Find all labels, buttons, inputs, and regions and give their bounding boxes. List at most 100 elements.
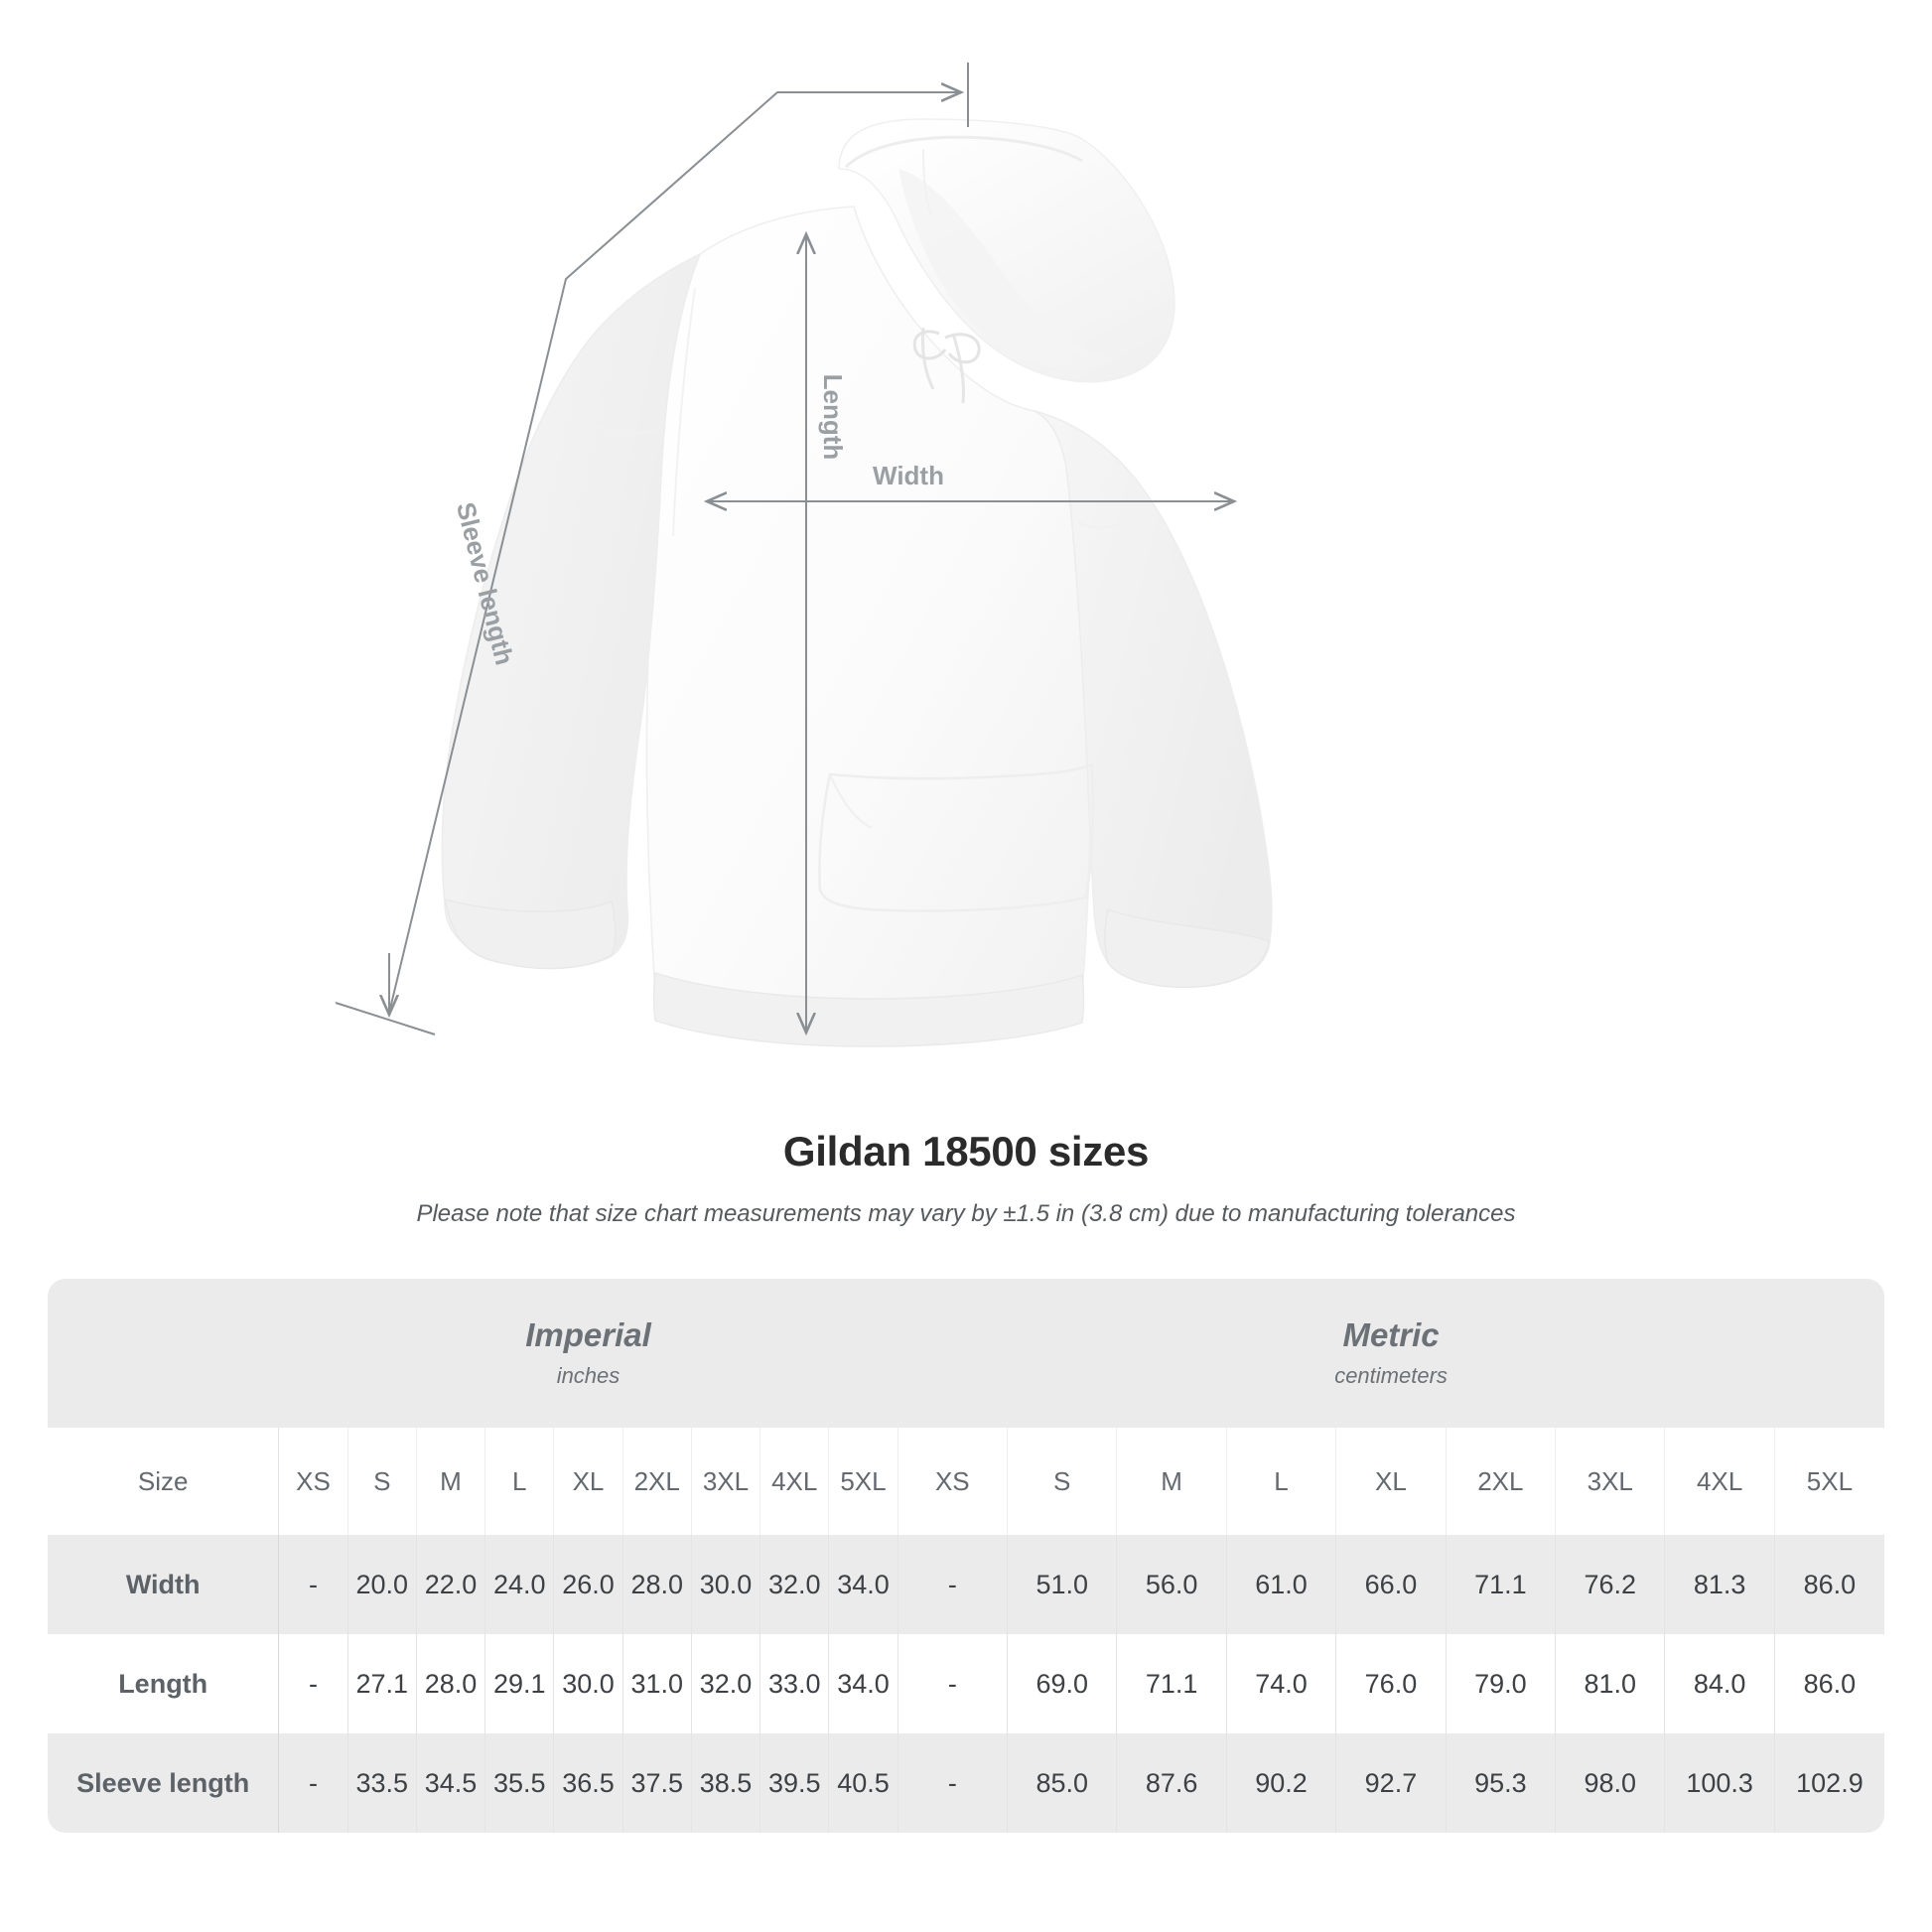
header-imp-4xl: 4XL [759, 1428, 830, 1535]
length-met-m: 71.1 [1116, 1634, 1227, 1733]
table-row-sleeve-length: Sleeve length - 33.5 34.5 35.5 36.5 37.5… [48, 1733, 1884, 1833]
length-imp-xs: - [278, 1634, 348, 1733]
sleeve-met-l: 90.2 [1226, 1733, 1337, 1833]
header-met-xs: XS [897, 1428, 1009, 1535]
width-imp-3xl: 30.0 [691, 1535, 761, 1634]
header-imp-l: L [484, 1428, 555, 1535]
size-table-wrapper: Imperial inches Metric centimeters Size … [48, 1279, 1884, 1833]
sleeve-met-3xl: 98.0 [1555, 1733, 1666, 1833]
sleeve-met-5xl: 102.9 [1774, 1733, 1884, 1833]
header-met-4xl: 4XL [1664, 1428, 1775, 1535]
sleeve-imp-3xl: 38.5 [691, 1733, 761, 1833]
width-met-xs: - [897, 1535, 1009, 1634]
length-imp-xl: 30.0 [553, 1634, 623, 1733]
table-row-width: Width - 20.0 22.0 24.0 26.0 28.0 30.0 32… [48, 1535, 1884, 1634]
sleeve-met-xl: 92.7 [1335, 1733, 1447, 1833]
unit-name-imperial: Imperial [525, 1315, 651, 1353]
row-label-width: Width [48, 1535, 280, 1634]
length-met-2xl: 79.0 [1446, 1634, 1557, 1733]
length-met-s: 69.0 [1007, 1634, 1118, 1733]
length-label: Length [818, 374, 848, 461]
row-label-length: Length [48, 1634, 280, 1733]
length-imp-m: 28.0 [416, 1634, 486, 1733]
row-label-sleeve-length: Sleeve length [48, 1733, 280, 1833]
width-imp-2xl: 28.0 [622, 1535, 692, 1634]
sleeve-imp-xl: 36.5 [553, 1733, 623, 1833]
width-met-5xl: 86.0 [1774, 1535, 1884, 1634]
sleeve-imp-xs: - [278, 1733, 348, 1833]
sleeve-imp-2xl: 37.5 [622, 1733, 692, 1833]
length-imp-l: 29.1 [484, 1634, 555, 1733]
length-met-xl: 76.0 [1335, 1634, 1447, 1733]
width-met-2xl: 71.1 [1446, 1535, 1557, 1634]
hoodie-illustration: Length Width Sleeve length [335, 63, 1273, 1047]
length-met-xs: - [897, 1634, 1009, 1733]
header-imp-5xl: 5XL [828, 1428, 898, 1535]
sleeve-met-2xl: 95.3 [1446, 1733, 1557, 1833]
sleeve-bottom-tick [335, 1002, 436, 1035]
header-met-l: L [1226, 1428, 1337, 1535]
hoodie-measurement-diagram: Length Width Sleeve length [335, 63, 1273, 1047]
header-imp-xs: XS [278, 1428, 348, 1535]
sleeve-met-xs: - [897, 1733, 1009, 1833]
sleeve-imp-s: 33.5 [347, 1733, 417, 1833]
width-imp-s: 20.0 [347, 1535, 417, 1634]
unit-cell-metric: Metric centimeters [897, 1279, 1884, 1428]
page-subtitle: Please note that size chart measurements… [416, 1200, 1516, 1228]
unit-sub-imperial: inches [556, 1363, 621, 1389]
heading-block: Gildan 18500 sizes Please note that size… [0, 1127, 1932, 1230]
header-imp-m: M [416, 1428, 486, 1535]
size-table: Imperial inches Metric centimeters Size … [48, 1279, 1884, 1833]
sleeve-imp-l: 35.5 [484, 1733, 555, 1833]
width-met-s: 51.0 [1007, 1535, 1118, 1634]
length-imp-5xl: 34.0 [828, 1634, 898, 1733]
hoodie-garment [441, 118, 1273, 1047]
unit-name-metric: Metric [1342, 1315, 1440, 1353]
header-met-s: S [1007, 1428, 1118, 1535]
sleeve-met-m: 87.6 [1116, 1733, 1227, 1833]
sleeve-length-measure-line [388, 91, 961, 1014]
width-imp-4xl: 32.0 [759, 1535, 830, 1634]
width-imp-l: 24.0 [484, 1535, 555, 1634]
width-imp-m: 22.0 [416, 1535, 486, 1634]
header-imp-xl: XL [553, 1428, 623, 1535]
header-imp-s: S [347, 1428, 417, 1535]
length-imp-3xl: 32.0 [691, 1634, 761, 1733]
width-imp-xl: 26.0 [553, 1535, 623, 1634]
length-imp-s: 27.1 [347, 1634, 417, 1733]
header-met-3xl: 3XL [1555, 1428, 1666, 1535]
length-imp-4xl: 33.0 [759, 1634, 830, 1733]
unit-spacer-cell [48, 1279, 279, 1428]
header-size-label: Size [48, 1428, 280, 1535]
size-header-row: Size XS S M L XL 2XL 3XL 4XL 5XL XS S M … [48, 1428, 1884, 1535]
header-met-m: M [1116, 1428, 1227, 1535]
length-met-4xl: 84.0 [1664, 1634, 1775, 1733]
unit-header-row: Imperial inches Metric centimeters [48, 1279, 1884, 1428]
sleeve-imp-4xl: 39.5 [759, 1733, 830, 1833]
header-imp-2xl: 2XL [622, 1428, 692, 1535]
length-imp-2xl: 31.0 [622, 1634, 692, 1733]
header-met-xl: XL [1335, 1428, 1447, 1535]
length-met-3xl: 81.0 [1555, 1634, 1666, 1733]
width-label: Width [873, 461, 944, 490]
width-met-4xl: 81.3 [1664, 1535, 1775, 1634]
header-met-2xl: 2XL [1446, 1428, 1557, 1535]
width-imp-5xl: 34.0 [828, 1535, 898, 1634]
header-met-5xl: 5XL [1774, 1428, 1884, 1535]
width-met-xl: 66.0 [1335, 1535, 1447, 1634]
sleeve-met-4xl: 100.3 [1664, 1733, 1775, 1833]
unit-cell-imperial: Imperial inches [278, 1279, 898, 1428]
length-met-5xl: 86.0 [1774, 1634, 1884, 1733]
sleeve-imp-5xl: 40.5 [828, 1733, 898, 1833]
table-row-length: Length - 27.1 28.0 29.1 30.0 31.0 32.0 3… [48, 1634, 1884, 1733]
sleeve-imp-m: 34.5 [416, 1733, 486, 1833]
unit-sub-metric: centimeters [1334, 1363, 1448, 1389]
header-imp-3xl: 3XL [691, 1428, 761, 1535]
sleeve-met-s: 85.0 [1007, 1733, 1118, 1833]
width-imp-xs: - [278, 1535, 348, 1634]
length-met-l: 74.0 [1226, 1634, 1337, 1733]
width-met-m: 56.0 [1116, 1535, 1227, 1634]
width-met-3xl: 76.2 [1555, 1535, 1666, 1634]
page-title: Gildan 18500 sizes [782, 1128, 1150, 1174]
